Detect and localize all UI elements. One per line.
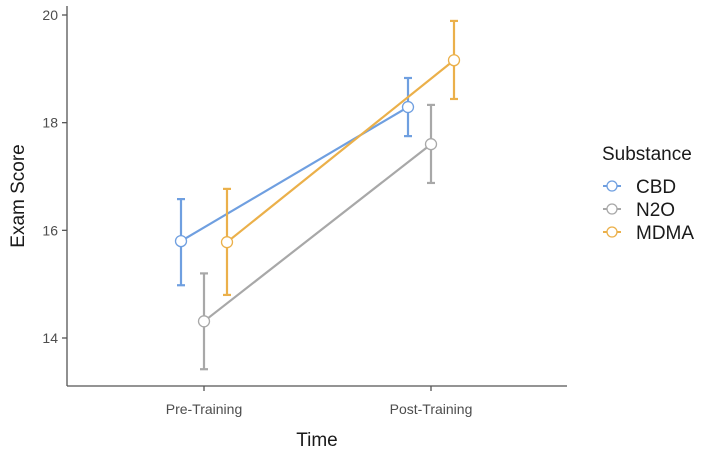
- x-axis-title: Time: [296, 430, 338, 451]
- x-tick-label: Post-Training: [390, 401, 473, 417]
- y-axis-title: Exam Score: [8, 144, 29, 247]
- data-point: [174, 234, 188, 248]
- data-point: [220, 236, 234, 249]
- y-tick-label: 16: [42, 222, 58, 238]
- series-line: [226, 59, 455, 244]
- x-axis-ticks: Pre-Training Post-Training: [166, 386, 473, 417]
- legend-label: N2O: [636, 200, 675, 221]
- legend-label: CBD: [636, 177, 676, 198]
- series-mdma: [220, 19, 461, 297]
- legend-label: MDMA: [636, 223, 694, 244]
- legend-key-marker-icon: [606, 226, 618, 238]
- legend-title: Substance: [602, 144, 692, 165]
- legend-key-marker-icon: [606, 203, 618, 215]
- data-point: [401, 100, 415, 114]
- legend-key-marker-icon: [606, 180, 618, 192]
- legend-item-mdma: MDMA: [603, 223, 694, 244]
- y-tick-label: 14: [42, 330, 58, 346]
- legend-item-cbd: CBD: [603, 177, 676, 198]
- x-tick-label: Pre-Training: [166, 401, 243, 417]
- data-point: [197, 315, 211, 328]
- data-point: [447, 54, 461, 67]
- y-tick-label: 20: [42, 7, 58, 23]
- legend-item-n2o: N2O: [603, 200, 675, 221]
- data-point: [424, 138, 438, 151]
- series-line: [203, 143, 432, 323]
- series-line: [180, 106, 409, 243]
- y-axis-ticks: 14 16 18 20: [42, 7, 67, 346]
- series-cbd: [174, 76, 415, 287]
- series-n2o: [197, 103, 438, 371]
- plot-area: [174, 19, 461, 371]
- y-tick-label: 18: [42, 115, 58, 131]
